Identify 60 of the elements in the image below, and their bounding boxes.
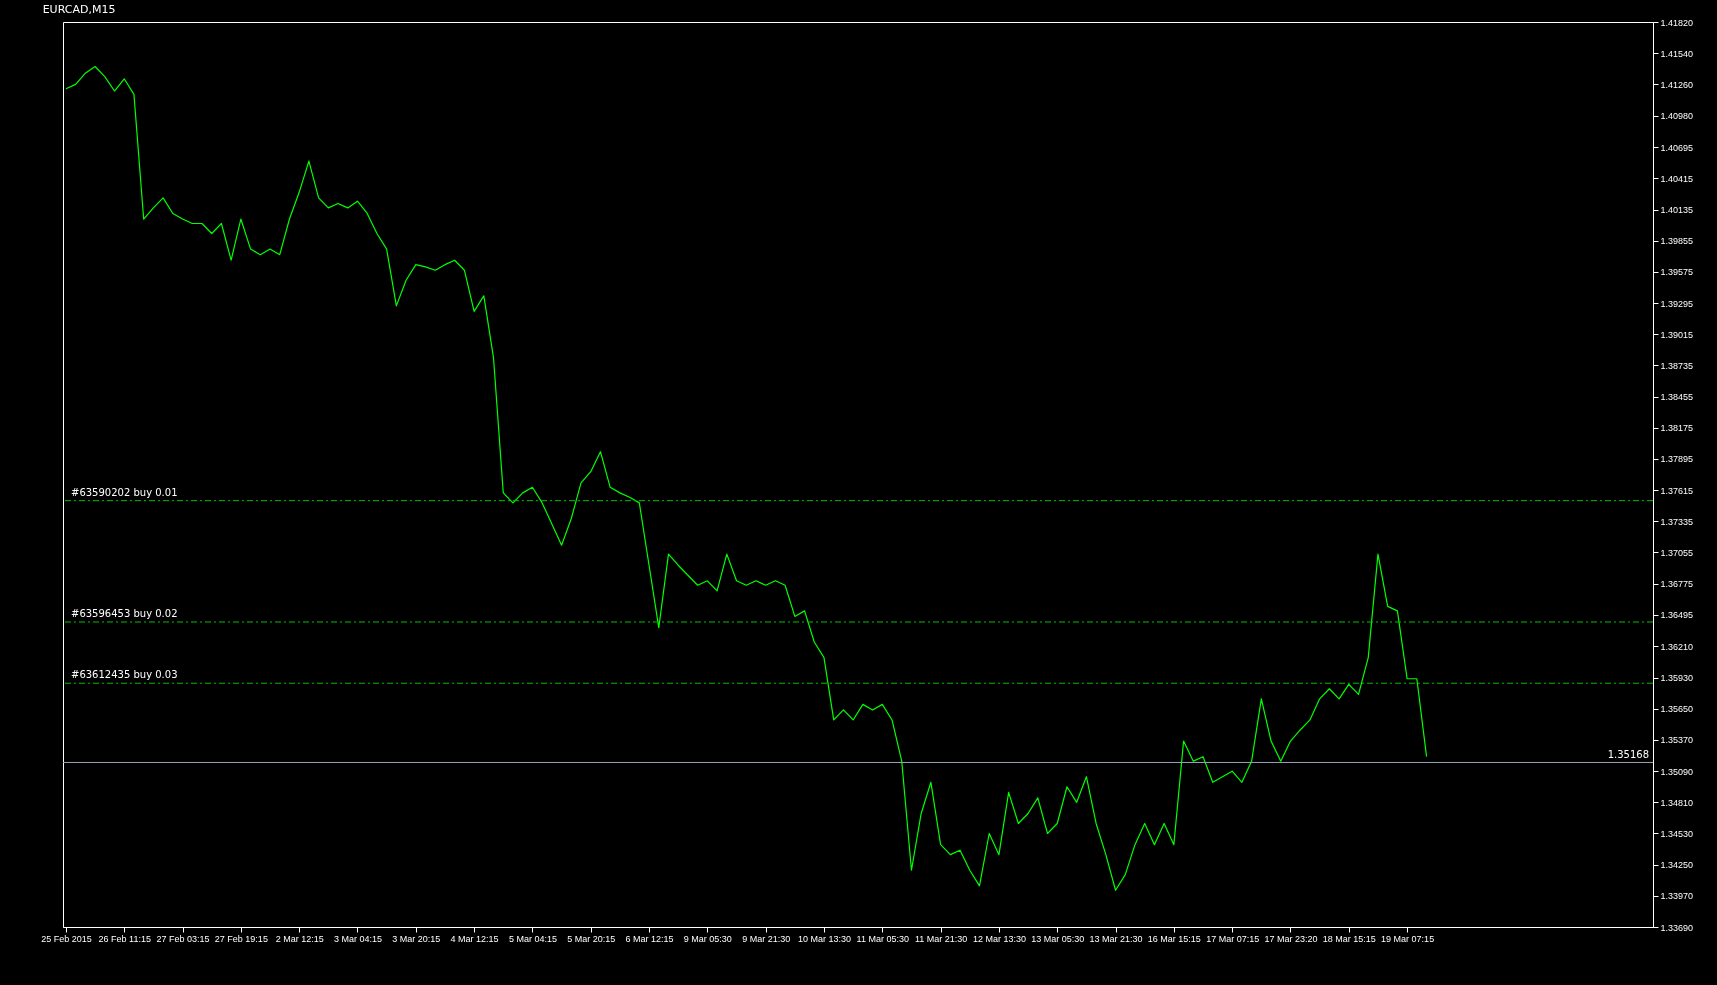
ref-line-label: #63590202 buy 0.01 <box>71 486 178 498</box>
y-tick-label: 1.35090 <box>1660 766 1694 777</box>
y-tick-label: 1.34530 <box>1660 828 1694 839</box>
y-tick-label: 1.39015 <box>1660 329 1694 340</box>
y-tick-label: 1.36210 <box>1660 641 1694 652</box>
y-tick-label: 1.39855 <box>1660 236 1694 247</box>
y-tick-label: 1.34810 <box>1660 797 1694 808</box>
y-tick-label: 1.38455 <box>1660 392 1694 403</box>
y-tick-label: 1.35650 <box>1660 704 1694 715</box>
y-tick-label: 1.39575 <box>1660 267 1694 278</box>
y-tick-label: 1.37615 <box>1660 485 1694 496</box>
x-tick-label: 17 Mar 07:15 <box>1206 933 1260 944</box>
x-tick-label: 25 Feb 2015 <box>41 933 92 944</box>
x-tick-label: 10 Mar 13:30 <box>797 933 852 944</box>
y-tick-label: 1.38735 <box>1660 360 1694 371</box>
ref-line-label: #63596453 buy 0.02 <box>71 607 178 619</box>
x-tick-label: 2 Mar 12:15 <box>275 933 324 944</box>
x-tick-label: 27 Feb 19:15 <box>214 933 268 944</box>
x-tick-label: 16 Mar 15:15 <box>1147 933 1201 944</box>
chart-title: EURCAD,M15 <box>42 3 116 16</box>
y-tick-label: 1.36775 <box>1660 579 1694 590</box>
x-tick-label: 26 Feb 11:15 <box>98 933 151 944</box>
y-tick-label: 1.35930 <box>1660 673 1694 684</box>
x-tick-label: 9 Mar 21:30 <box>742 933 791 944</box>
x-tick-label: 27 Feb 03:15 <box>156 933 210 944</box>
x-tick-label: 3 Mar 20:15 <box>392 933 441 944</box>
x-tick-label: 9 Mar 05:30 <box>683 933 732 944</box>
ref-line-label: #63612435 buy 0.03 <box>71 669 178 681</box>
y-tick-label: 1.40980 <box>1660 111 1694 122</box>
x-tick-label: 12 Mar 13:30 <box>972 933 1026 944</box>
x-tick-label: 19 Mar 07:15 <box>1381 933 1435 944</box>
y-tick-label: 1.36495 <box>1660 610 1694 621</box>
y-tick-label: 1.33970 <box>1660 891 1694 902</box>
y-tick-label: 1.40415 <box>1660 173 1694 184</box>
ref-line-label: 1.35168 <box>1607 749 1649 761</box>
y-tick-label: 1.33690 <box>1660 922 1694 933</box>
y-tick-label: 1.40695 <box>1660 142 1694 153</box>
x-tick-label: 6 Mar 12:15 <box>625 933 674 944</box>
line-series <box>65 65 1428 891</box>
y-tick-label: 1.38175 <box>1660 423 1694 434</box>
y-tick-label: 1.35370 <box>1660 735 1694 746</box>
y-tick-label: 1.37055 <box>1660 547 1694 558</box>
x-tick-label: 5 Mar 04:15 <box>508 933 557 944</box>
y-tick-label: 1.34250 <box>1660 860 1694 871</box>
y-tick-label: 1.41540 <box>1660 48 1694 59</box>
x-tick-label: 13 Mar 21:30 <box>1089 933 1143 944</box>
x-tick-label: 13 Mar 05:30 <box>1031 933 1085 944</box>
x-tick-label: 5 Mar 20:15 <box>567 933 616 944</box>
y-tick-label: 1.39295 <box>1660 298 1694 309</box>
x-tick-label: 11 Mar 05:30 <box>856 933 909 944</box>
x-tick-label: 11 Mar 21:30 <box>914 933 968 944</box>
y-tick-label: 1.40135 <box>1660 205 1694 216</box>
x-tick-label: 3 Mar 04:15 <box>333 933 382 944</box>
y-tick-label: 1.37895 <box>1660 454 1694 465</box>
y-tick-label: 1.41260 <box>1660 79 1694 90</box>
x-tick-label: 4 Mar 12:15 <box>450 933 499 944</box>
y-tick-label: 1.37335 <box>1660 516 1694 527</box>
x-tick-label: 17 Mar 23:20 <box>1264 933 1318 944</box>
y-tick-label: 1.41820 <box>1660 17 1694 28</box>
x-tick-label: 18 Mar 15:15 <box>1322 933 1376 944</box>
